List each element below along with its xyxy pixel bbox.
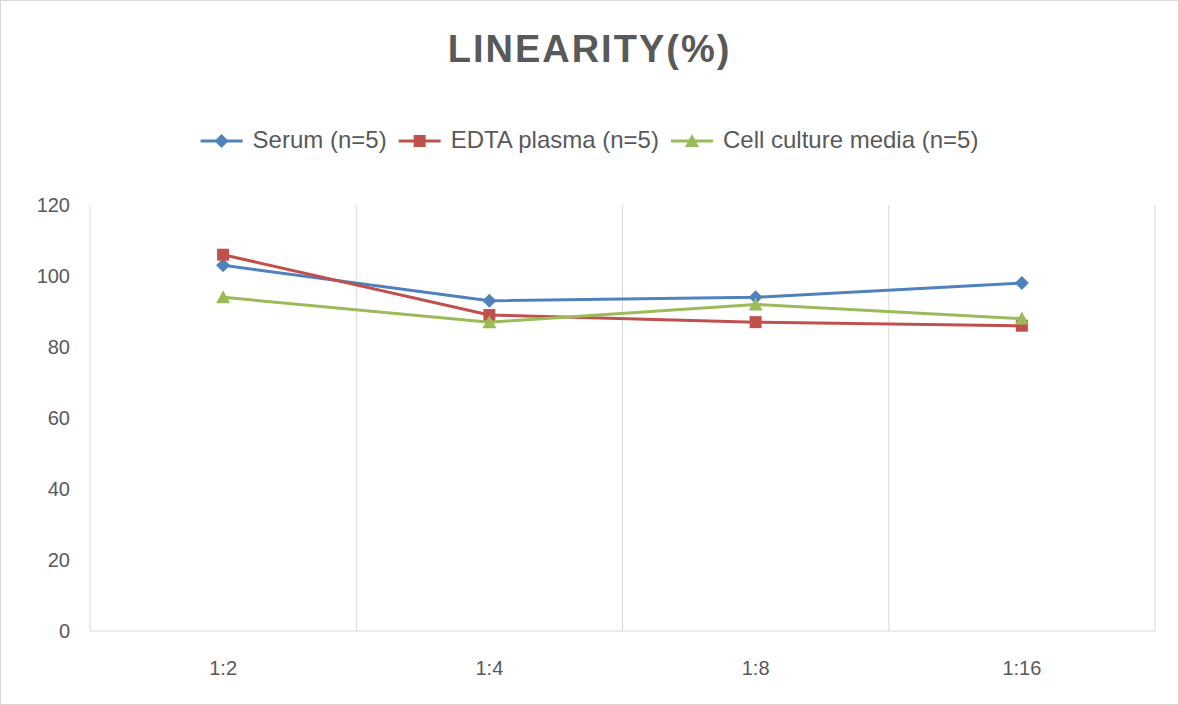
x-tick-label: 1:8: [742, 657, 770, 679]
point-marker: [1015, 276, 1029, 290]
point-marker: [749, 297, 763, 310]
legend-label: Cell culture media (n=5): [723, 126, 978, 153]
chart-border: [1, 1, 1179, 705]
legend-item: EDTA plasma (n=5): [399, 126, 659, 153]
x-tick-label: 1:4: [475, 657, 503, 679]
legend: Serum (n=5) EDTA plasma (n=5) Cell culture…: [201, 126, 979, 153]
chart: LINEARITY(%) 0 20 40 60 80 100 120 1:2 1:4 1:8 1:16…: [0, 0, 1179, 705]
y-tick: [89, 631, 90, 632]
y-tick-label: 120: [37, 194, 70, 216]
y-tick-label: 80: [48, 336, 70, 358]
y-tick-label: 0: [59, 620, 70, 642]
point-marker: [1015, 312, 1029, 325]
y-tick: [89, 276, 90, 277]
y-tick: [89, 489, 90, 490]
x-axis: [90, 631, 1155, 632]
legend-marker: [414, 135, 426, 147]
x-tick-label: 1:16: [1002, 657, 1041, 679]
title: LINEARITY(%): [448, 28, 732, 70]
y-tick-label: 60: [48, 407, 70, 429]
point-marker: [482, 315, 496, 328]
point-marker: [750, 316, 762, 328]
legend-marker: [685, 134, 699, 147]
point-marker: [216, 290, 230, 303]
point-marker: [482, 294, 496, 308]
legend-marker: [215, 134, 229, 148]
legend-label: EDTA plasma (n=5): [451, 126, 659, 153]
y-tick-label: 40: [48, 478, 70, 500]
x-tick-label: 1:2: [209, 657, 237, 679]
plot-area: [216, 249, 1029, 332]
y-tick: [89, 560, 90, 561]
grid-line: [888, 205, 889, 631]
grid-line: [356, 205, 357, 631]
series-line: [223, 297, 1022, 322]
y-tick: [89, 347, 90, 348]
background: [0, 0, 1179, 705]
grid-line: [622, 205, 623, 631]
legend-label: Serum (n=5): [253, 126, 387, 153]
y-tick: [89, 418, 90, 419]
series-line: [223, 255, 1022, 326]
y-tick-label: 20: [48, 549, 70, 571]
legend-item: Cell culture media (n=5): [671, 126, 978, 153]
point-marker: [217, 249, 229, 261]
grid-line: [1155, 205, 1156, 631]
grid-line: [90, 205, 91, 631]
y-tick-label: 100: [37, 265, 70, 287]
legend-item: Serum (n=5): [201, 126, 387, 153]
y-tick: [89, 205, 90, 206]
